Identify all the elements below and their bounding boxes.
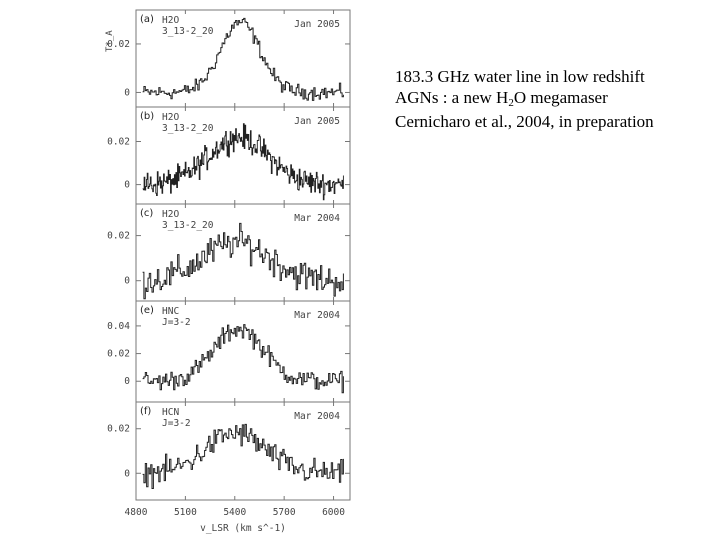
figure-caption: 183.3 GHz water line in low redshift AGN… <box>395 66 715 132</box>
transition-label: J=3-2 <box>162 418 191 429</box>
date-label: Mar 2004 <box>294 213 340 224</box>
x-tick-label: 5700 <box>273 507 296 518</box>
x-tick-label: 5100 <box>174 507 197 518</box>
y-tick-label: 0 <box>124 468 130 479</box>
spectrum-line <box>142 423 344 489</box>
y-tick-label: 0.02 <box>107 349 130 360</box>
spectrum-line <box>142 17 344 101</box>
date-label: Mar 2004 <box>294 310 340 321</box>
panel-letter: (f) <box>140 406 151 417</box>
y-axis-label: T*_A <box>105 30 115 52</box>
y-tick-label: 0.02 <box>107 39 130 50</box>
y-tick-label: 0.02 <box>107 231 130 242</box>
caption-line-3: Cernicharo et al., 2004, in preparation <box>395 112 654 131</box>
panel-letter: (b) <box>140 111 154 122</box>
spectrum-line <box>142 324 344 394</box>
y-tick-label: 0 <box>124 276 130 287</box>
panel-letter: (c) <box>140 208 153 219</box>
transition-label: 3_13-2_20 <box>162 220 214 231</box>
panel-letter: (a) <box>140 14 154 25</box>
y-tick-label: 0 <box>124 180 130 191</box>
panel-letter: (e) <box>140 305 154 316</box>
species-label: H2O <box>162 112 179 123</box>
caption-line-2-a: AGNs : a new H <box>395 88 509 107</box>
spectrum-line <box>142 222 344 300</box>
species-label: H2O <box>162 209 179 220</box>
y-tick-label: 0.02 <box>107 136 130 147</box>
x-tick-label: 5400 <box>223 507 246 518</box>
x-axis-label: v_LSR (km s^-1) <box>200 523 286 534</box>
y-tick-label: 0 <box>124 87 130 98</box>
x-axis: T*_A 4800 5100 5400 5700 6000 v_LSR (km s^-1) <box>105 30 345 534</box>
date-label: Mar 2004 <box>294 411 340 422</box>
y-tick-label: 0.04 <box>107 321 130 332</box>
panel-frame <box>135 401 351 501</box>
caption-line-2-b: O megamaser <box>513 88 608 107</box>
transition-label: 3_13-2_20 <box>162 123 214 134</box>
caption-line-2-subscript: 2 <box>508 97 514 109</box>
species-label: H2O <box>162 15 179 26</box>
species-label: HCN <box>162 407 179 418</box>
caption-line-2: AGNs : a new H2O megamaser <box>395 87 715 111</box>
transition-label: 3_13-2_20 <box>162 26 214 37</box>
spectrum-line <box>142 123 344 201</box>
date-label: Jan 2005 <box>294 19 340 30</box>
date-label: Jan 2005 <box>294 116 340 127</box>
x-tick-label: 6000 <box>322 507 345 518</box>
y-tick-label: 0 <box>124 376 130 387</box>
y-tick-label: 0.02 <box>107 424 130 435</box>
transition-label: J=3-2 <box>162 317 191 328</box>
species-label: HNC <box>162 306 179 317</box>
caption-line-1: 183.3 GHz water line in low redshift <box>395 67 645 86</box>
x-tick-label: 4800 <box>125 507 148 518</box>
